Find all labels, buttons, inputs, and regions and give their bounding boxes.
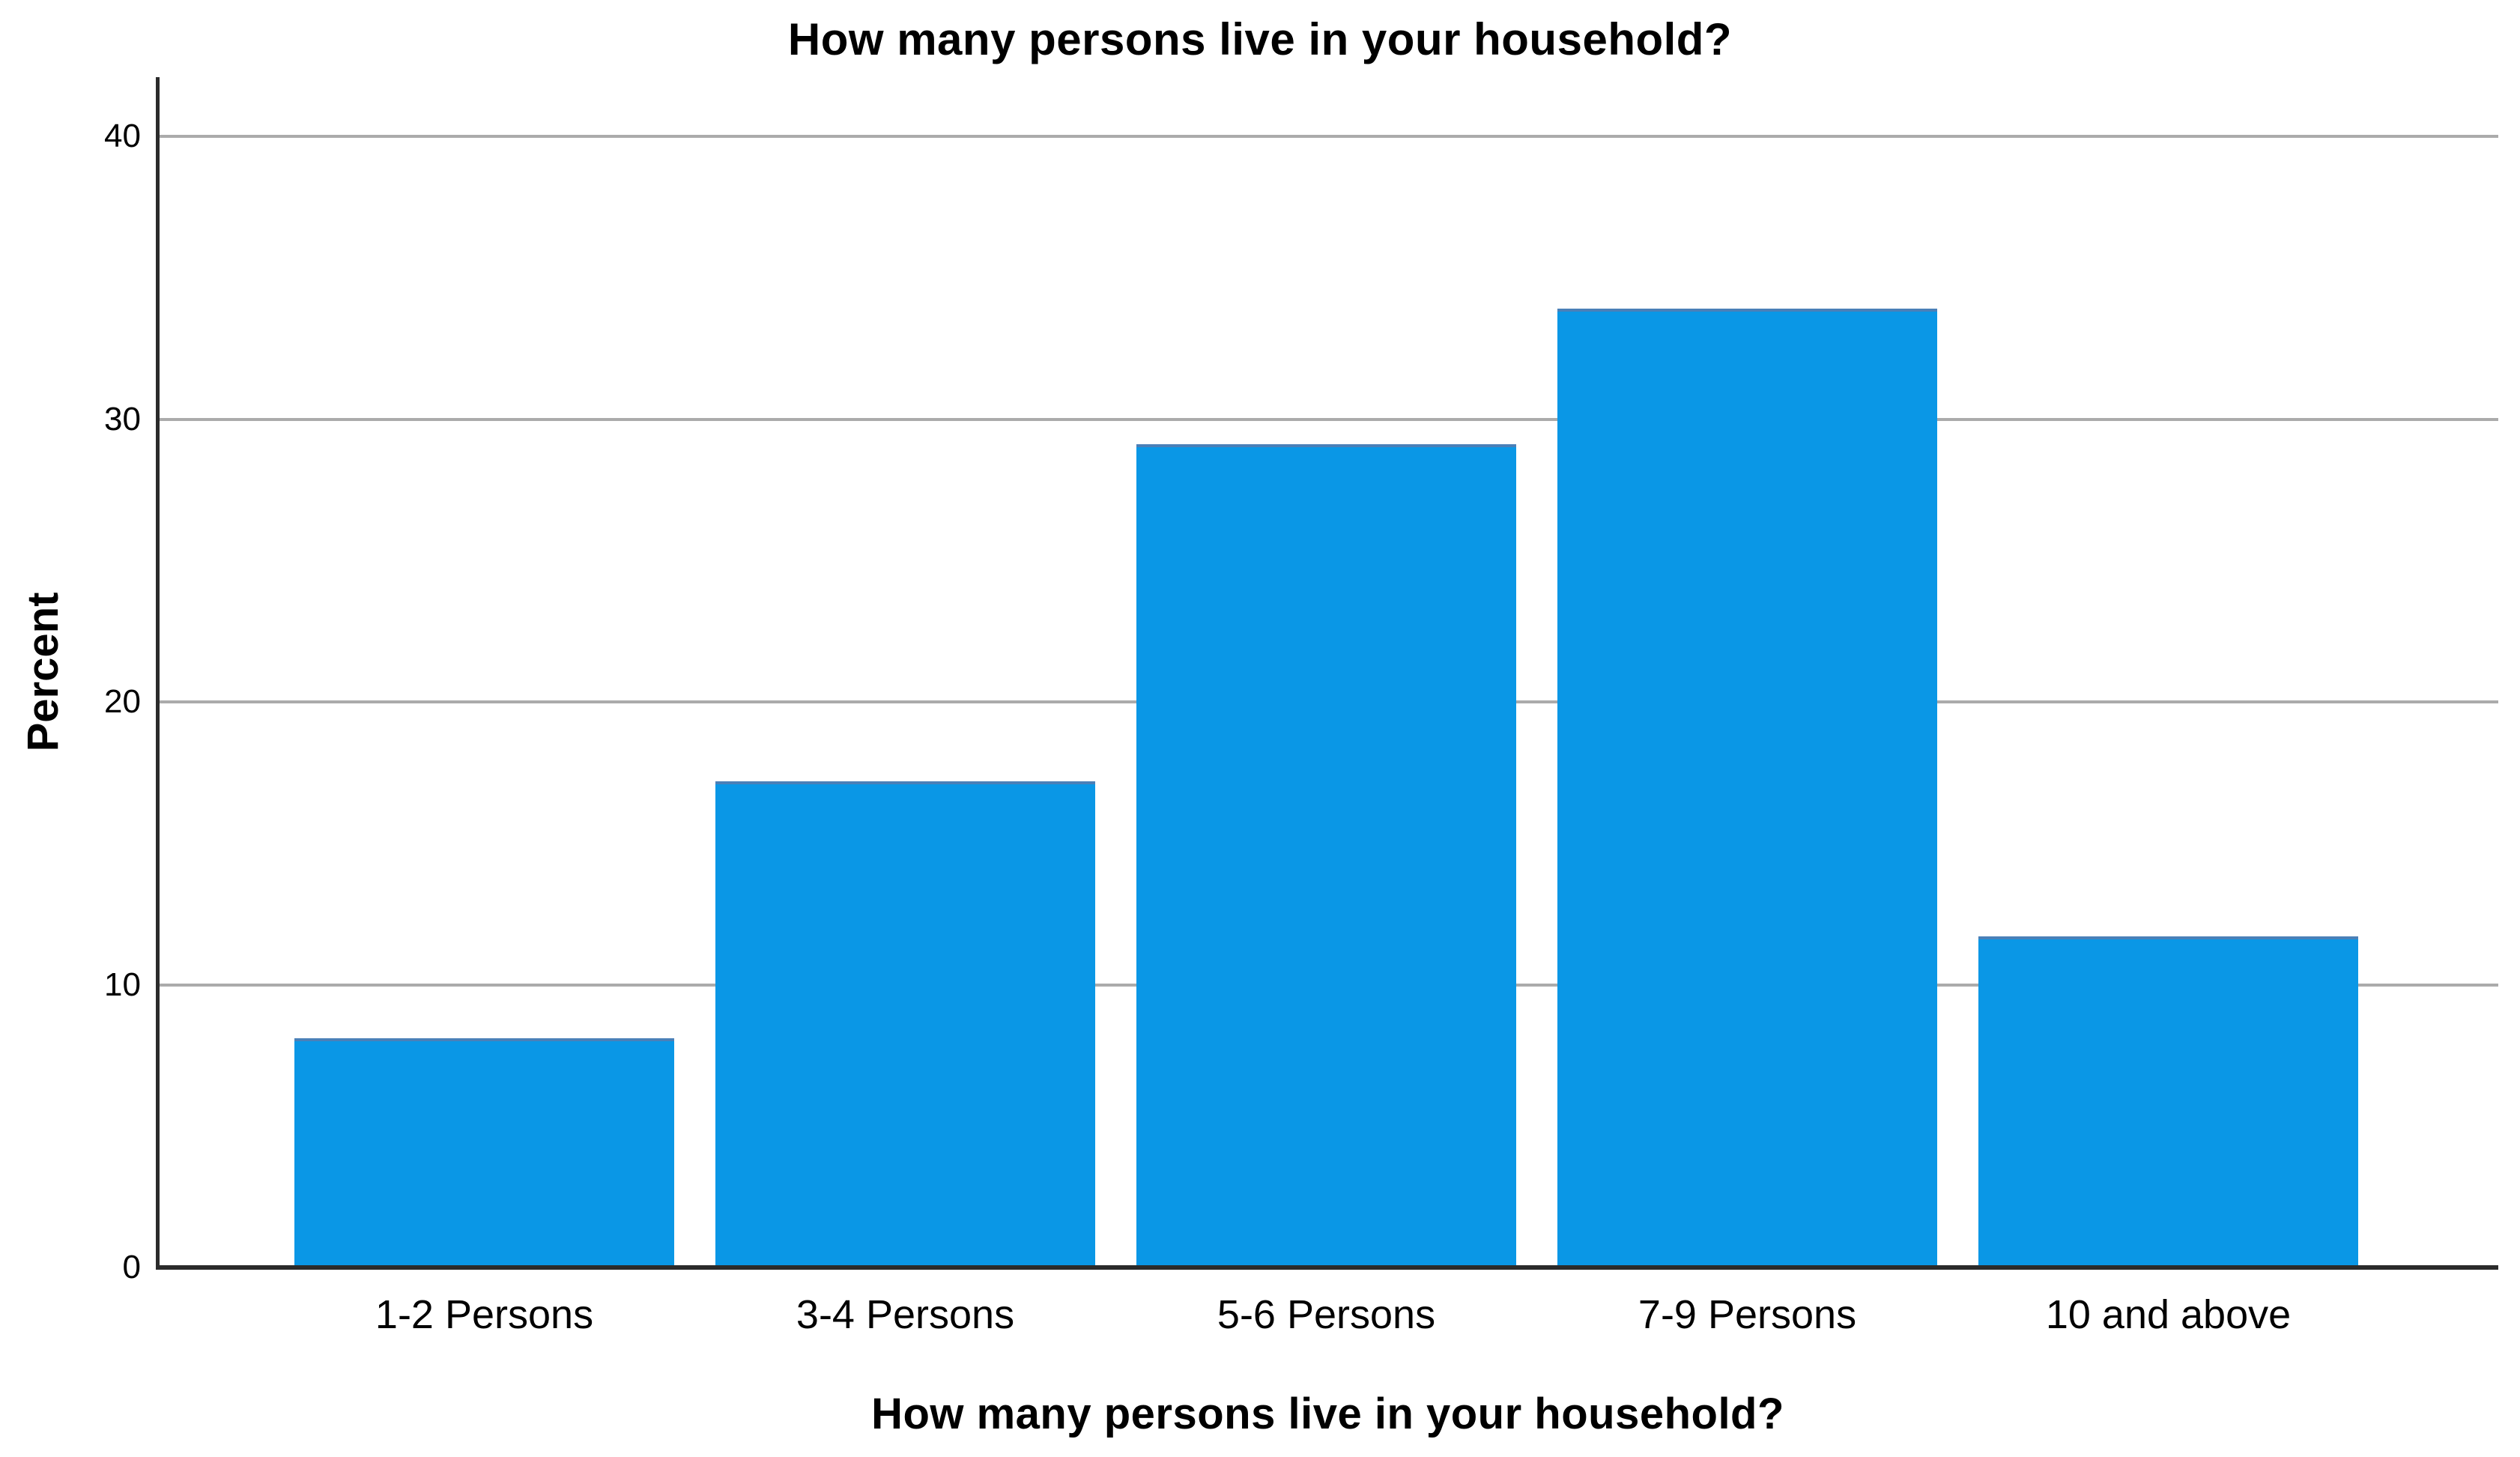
bar-3	[1136, 444, 1516, 1267]
y-tick-label-40: 40	[104, 118, 141, 154]
y-tick-label-30: 30	[104, 400, 141, 437]
gridline-40	[159, 135, 2498, 138]
y-tick-label-10: 10	[104, 966, 141, 1003]
x-axis-title: How many persons live in your household?	[871, 1390, 1784, 1438]
gridline-30	[159, 417, 2498, 421]
x-category-label-1: 1-2 Persons	[375, 1292, 594, 1337]
bar-5	[1978, 936, 2358, 1267]
y-axis-line	[156, 77, 160, 1270]
x-category-label-4: 7-9 Persons	[1638, 1292, 1857, 1337]
y-tick-label-0: 0	[122, 1249, 141, 1285]
x-axis-line	[156, 1265, 2498, 1270]
bar-4	[1557, 309, 1937, 1267]
y-tick-label-20: 20	[104, 683, 141, 720]
chart-title: How many persons live in your household?	[787, 14, 1733, 64]
x-category-label-2: 3-4 Persons	[796, 1292, 1015, 1337]
x-category-label-3: 5-6 Persons	[1217, 1292, 1436, 1337]
bar-1	[294, 1038, 674, 1267]
x-category-label-5: 10 and above	[2045, 1292, 2292, 1337]
bar-2	[715, 781, 1095, 1267]
